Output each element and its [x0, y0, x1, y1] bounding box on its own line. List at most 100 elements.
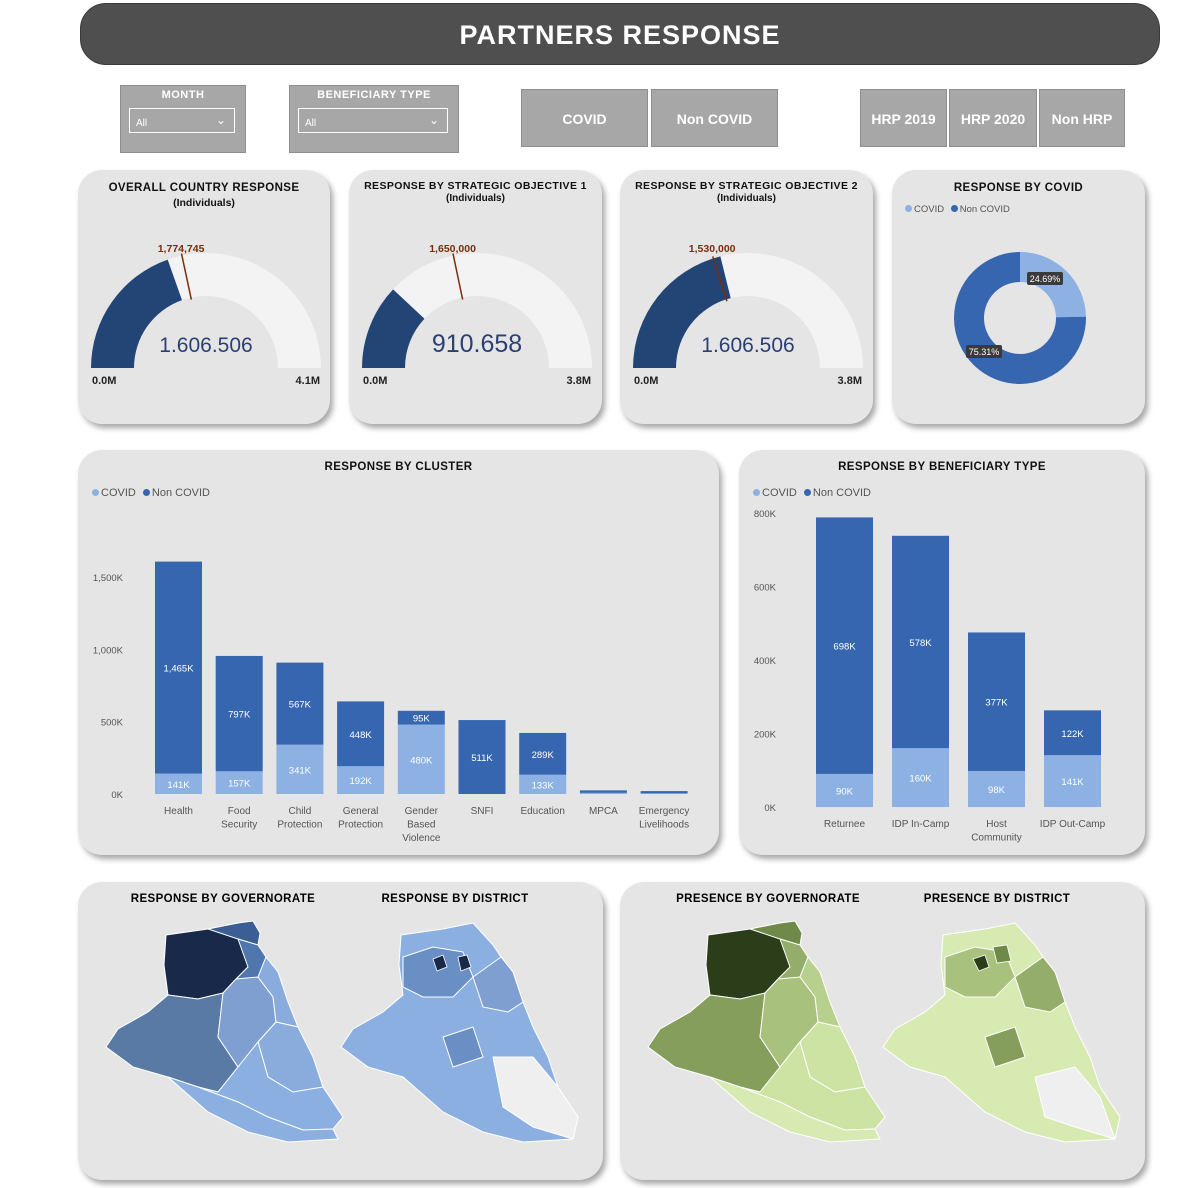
donut-title: RESPONSE BY COVID — [953, 182, 1084, 194]
gauge-value: 1.606.506 — [159, 334, 252, 357]
cluster-chart-title: RESPONSE BY CLUSTER — [324, 461, 473, 473]
gauge-fill — [633, 256, 731, 368]
legend-swatch-covid — [92, 489, 99, 496]
beneficiary-slicer-label: BENEFICIARY TYPE — [317, 89, 431, 101]
x-tick-label: Returnee — [824, 819, 866, 830]
chevron-down-icon: ⌄ — [215, 113, 226, 127]
response-by-cluster-card: RESPONSE BY CLUSTER COVID Non COVID 0K 50… — [78, 450, 719, 855]
response-by-beneficiary-card: RESPONSE BY BENEFICIARY TYPE COVID Non C… — [739, 450, 1145, 855]
gauge-subtitle: (Individuals) — [717, 193, 776, 204]
bar-segment — [579, 792, 627, 794]
legend-non-covid: Non COVID — [812, 487, 871, 499]
x-tick-label: Food — [228, 806, 251, 817]
legend-non-covid: Non COVID — [151, 487, 210, 499]
donut-slice-label: 24.69% — [1030, 274, 1061, 284]
x-tick-label: IDP Out-Camp — [1040, 819, 1106, 830]
bar-segment — [337, 701, 385, 767]
bar-data-label: 141K — [1061, 777, 1084, 788]
month-slicer[interactable]: MONTH All ⌄ — [120, 85, 246, 153]
y-tick-label: 1,000K — [93, 645, 124, 656]
gauge-min-label: 0.0M — [92, 375, 116, 387]
gauge-title: OVERALL COUNTRY RESPONSE — [108, 182, 300, 194]
legend-covid: COVID — [914, 204, 945, 215]
gauge-max-label: 3.8M — [567, 375, 591, 387]
hrp-2019-button[interactable]: HRP 2019 — [860, 89, 947, 147]
bar-segment — [215, 771, 263, 794]
bar-data-label: 90K — [836, 786, 854, 797]
x-tick-label: Violence — [402, 833, 441, 844]
presence-governorate-map — [647, 920, 886, 1143]
bar-data-label: 341K — [289, 765, 312, 776]
response-governorate-map — [105, 920, 344, 1143]
presence-district-title: PRESENCE BY DISTRICT — [923, 893, 1071, 905]
beneficiary-slicer[interactable]: BENEFICIARY TYPE All ⌄ — [289, 85, 459, 153]
gauge-target-label: 1,774,745 — [158, 243, 205, 255]
x-tick-label: Gender — [405, 806, 439, 817]
donut-chart: 24.69% 75.31% — [954, 252, 1086, 384]
x-tick-label: Child — [289, 806, 312, 817]
y-tick-label: 0K — [111, 790, 123, 801]
gauge-target-marker — [452, 253, 464, 300]
beneficiary-chart-title: RESPONSE BY BENEFICIARY TYPE — [838, 461, 1046, 473]
response-maps-card: RESPONSE BY GOVERNORATE RESPONSE BY DIST… — [78, 882, 603, 1180]
gauge-min-label: 0.0M — [363, 375, 387, 387]
bar-segment — [968, 770, 1025, 807]
overall-response-card: OVERALL COUNTRY RESPONSE (Individuals) 1… — [78, 170, 330, 424]
gauge-chart: 1,774,745 1.606.506 0.0M 4.1M — [91, 243, 321, 387]
bar-segment — [519, 774, 567, 794]
legend-covid: COVID — [762, 487, 797, 499]
x-tick-label: Community — [971, 833, 1022, 844]
legend-swatch-non-covid — [803, 489, 811, 496]
bar-data-label: 133K — [532, 780, 555, 791]
gauge-value: 1.606.506 — [701, 334, 794, 357]
beneficiary-value: All — [305, 118, 317, 129]
x-tick-label: IDP In-Camp — [892, 819, 950, 830]
month-dropdown[interactable]: All ⌄ — [129, 108, 235, 133]
legend-covid: COVID — [101, 487, 136, 499]
bar-data-label: 122K — [1061, 729, 1084, 740]
donut-label-bg — [1027, 272, 1063, 285]
response-district-title: RESPONSE BY DISTRICT — [381, 893, 529, 905]
x-tick-label: Health — [164, 806, 193, 817]
gauge-target-label: 1,530,000 — [689, 243, 736, 255]
bar-segment — [519, 732, 567, 775]
bar-segment — [276, 662, 324, 745]
bar-segment — [579, 790, 627, 793]
gauge-fill — [362, 289, 425, 368]
bar-data-label: 377K — [985, 698, 1008, 709]
non-covid-button[interactable]: Non COVID — [651, 89, 778, 147]
donut-label-bg — [966, 345, 1002, 358]
bar-data-label: 797K — [228, 710, 251, 721]
bar-data-label: 511K — [471, 753, 493, 764]
gauge-title: RESPONSE BY STRATEGIC OBJECTIVE 2 — [635, 180, 858, 192]
beneficiary-legend: COVID Non COVID — [753, 487, 871, 499]
y-tick-label: 1,500K — [93, 573, 124, 584]
chevron-down-icon: ⌄ — [428, 113, 439, 127]
x-tick-label: Host — [986, 819, 1007, 830]
legend-swatch-non-covid — [950, 205, 958, 212]
x-tick-label: Education — [520, 806, 564, 817]
x-tick-label: Protection — [338, 820, 383, 831]
bar-segment — [1044, 755, 1101, 807]
bar-segment — [892, 748, 949, 807]
hrp-2020-button[interactable]: HRP 2020 — [949, 89, 1037, 147]
gauge-target-marker — [712, 256, 728, 302]
bar-segment — [816, 773, 873, 807]
bar-segment — [640, 791, 688, 794]
bar-data-label: 448K — [350, 730, 373, 741]
strategic-objective-1-card: RESPONSE BY STRATEGIC OBJECTIVE 1 (Indiv… — [349, 170, 602, 424]
covid-button[interactable]: COVID — [521, 89, 648, 147]
bar-segment — [816, 517, 873, 774]
presence-governorate-title: PRESENCE BY GOVERNORATE — [676, 893, 860, 905]
donut-legend: COVID Non COVID — [905, 204, 1010, 215]
bar-data-label: 578K — [909, 638, 932, 649]
legend-swatch-covid — [753, 489, 760, 496]
legend-swatch-covid — [905, 205, 912, 212]
bar-segment — [968, 632, 1025, 771]
beneficiary-dropdown[interactable]: All ⌄ — [298, 108, 448, 133]
non-hrp-button[interactable]: Non HRP — [1039, 89, 1125, 147]
y-tick-label: 500K — [101, 718, 124, 729]
legend-non-covid: Non COVID — [959, 204, 1010, 215]
bar-data-label: 98K — [988, 785, 1006, 796]
month-slicer-label: MONTH — [161, 89, 205, 101]
